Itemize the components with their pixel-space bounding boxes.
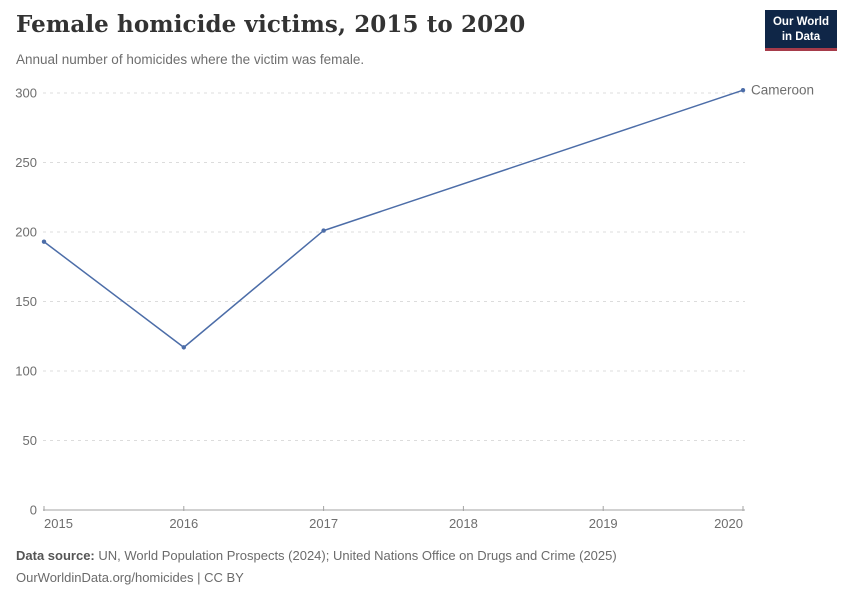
chart-title: Female homicide victims, 2015 to 2020: [16, 11, 526, 38]
owid-logo: Our World in Data: [764, 10, 837, 52]
y-axis-tick-label: 250: [15, 155, 37, 170]
y-axis-tick-label: 150: [15, 294, 37, 309]
x-axis-tick-label: 2016: [169, 516, 198, 531]
data-point-cameroon-2020: [740, 88, 746, 93]
y-axis-tick-label: 50: [23, 433, 37, 448]
data-source-text: UN, World Population Prospects (2024); U…: [98, 548, 617, 563]
owid-logo-line1: Our World: [772, 16, 829, 28]
x-axis-tick-label: 2020: [714, 516, 743, 531]
y-axis-tick-label: 300: [15, 86, 37, 101]
x-axis-tick-label: 2017: [309, 516, 338, 531]
chart-footer: Data source: UN, World Population Prospe…: [16, 545, 617, 588]
x-axis: [43, 506, 745, 511]
license-line: OurWorldinData.org/homicides | CC BY: [16, 569, 244, 585]
data-source-line: Data source: UN, World Population Prospe…: [16, 545, 617, 567]
series-layer: [41, 88, 746, 350]
data-source-label: Data source:: [16, 548, 95, 563]
series-label-layer: Cameroon: [751, 83, 814, 98]
series-end-label-cameroon: Cameroon: [751, 83, 814, 98]
gridlines: [43, 92, 745, 441]
chart-subtitle: Annual number of homicides where the vic…: [16, 52, 365, 67]
data-point-cameroon-2016: [181, 345, 186, 350]
x-axis-tick-label: 2018: [449, 516, 478, 531]
owid-logo-line2: in Data: [781, 30, 821, 43]
x-axis-tick-label: 2015: [44, 516, 73, 531]
x-axis-labels: 2015 2016 2017 2018 2019 2020: [44, 516, 743, 531]
data-point-cameroon-2015: [41, 239, 47, 244]
y-axis-tick-label: 200: [15, 225, 37, 240]
series-line-cameroon: [43, 89, 744, 349]
y-axis-labels: 0 50 100 150 200 250 300: [15, 86, 37, 518]
y-axis-tick-label: 0: [30, 503, 37, 518]
y-axis-tick-label: 100: [15, 364, 37, 379]
x-axis-tick-label: 2019: [589, 516, 618, 531]
data-point-cameroon-2017: [321, 228, 326, 233]
